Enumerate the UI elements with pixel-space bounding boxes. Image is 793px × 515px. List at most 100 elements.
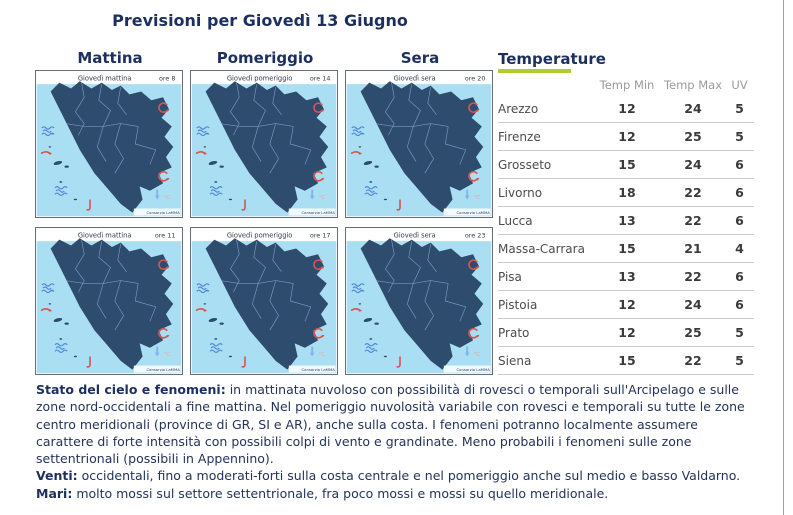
city-cell: Pisa <box>498 262 593 291</box>
temperature-title-underline <box>498 69 571 73</box>
forecast-wind-text: occidentali, fino a moderati-forti sulla… <box>81 468 741 484</box>
forecast-sky-label: Stato del cielo e fenomeni: <box>36 382 226 397</box>
city-cell: Grosseto <box>498 150 593 179</box>
uv-cell: 6 <box>725 290 754 319</box>
temperature-title: Temperature <box>498 50 606 68</box>
map-hour-label: ore 14 <box>310 75 331 83</box>
temp-max-cell: 25 <box>661 318 725 347</box>
forecast-text-block: Stato del cielo e fenomeni: in mattinata… <box>36 381 750 502</box>
column-header-mattina: Mattina <box>77 49 143 67</box>
map-credit: Consorzio LaMMA <box>457 210 491 215</box>
forecast-wind-paragraph: Venti: occidentali, fino a moderati-fort… <box>36 467 750 484</box>
temp-max-cell: 22 <box>661 178 725 207</box>
uv-cell: 6 <box>725 150 754 179</box>
uv-cell: 5 <box>725 346 754 375</box>
temp-min-cell: 13 <box>593 206 661 235</box>
temp-min-cell: 12 <box>593 122 661 151</box>
map-credit: Consorzio LaMMA <box>302 367 336 372</box>
temp-min-cell: 12 <box>593 318 661 347</box>
weather-map-svg: °C Consorzio LaMMA Giovedì sera ore 23 <box>346 228 492 374</box>
map-credit: Consorzio LaMMA <box>147 210 181 215</box>
map-hour-label: ore 23 <box>465 232 486 240</box>
celsius-label: °C <box>474 352 481 358</box>
city-cell: Livorno <box>498 178 593 207</box>
uv-cell: 6 <box>725 262 754 291</box>
weather-map-svg: °C Consorzio LaMMA Giovedì pomeriggio or… <box>191 71 337 217</box>
map-title: Giovedì mattina <box>78 232 132 240</box>
table-row: Livorno 18 22 6 <box>498 178 754 207</box>
celsius-label: °C <box>319 352 326 358</box>
page-right-divider <box>783 0 784 515</box>
uv-cell: 6 <box>725 178 754 207</box>
table-row: Massa-Carrara 15 21 4 <box>498 234 754 263</box>
city-cell: Arezzo <box>498 95 593 123</box>
map-hour-label: ore 8 <box>159 75 175 83</box>
temp-min-cell: 15 <box>593 150 661 179</box>
map-hour-label: ore 20 <box>465 75 486 83</box>
temp-max-cell: 22 <box>661 262 725 291</box>
temp-min-header: Temp Min <box>599 78 655 92</box>
table-row: Grosseto 15 24 6 <box>498 150 754 179</box>
temp-min-cell: 15 <box>593 346 661 375</box>
table-row: Firenze 12 25 5 <box>498 122 754 151</box>
forecast-sea-text: molto mossi sul settore settentrionale, … <box>76 485 609 501</box>
celsius-label: °C <box>164 352 171 358</box>
map-title: Giovedì pomeriggio <box>227 75 293 83</box>
temp-min-cell: 12 <box>593 290 661 319</box>
table-row: Lucca 13 22 6 <box>498 206 754 235</box>
weather-map-2: °C Consorzio LaMMA Giovedì pomeriggio or… <box>190 70 338 218</box>
table-row: Pisa 13 22 6 <box>498 262 754 291</box>
weather-map-3: °C Consorzio LaMMA Giovedì sera ore 20 <box>345 70 493 218</box>
forecast-sea-paragraph: Mari: molto mossi sul settore settentrio… <box>36 485 750 502</box>
uv-cell: 4 <box>725 234 754 263</box>
map-credit: Consorzio LaMMA <box>302 210 336 215</box>
map-title: Giovedì pomeriggio <box>227 232 293 240</box>
temp-max-cell: 22 <box>661 346 725 375</box>
map-title: Giovedì mattina <box>78 75 132 83</box>
celsius-label: °C <box>474 195 481 201</box>
temp-max-header: Temp Max <box>663 78 723 92</box>
temperature-section: Temperature Temp Min Temp Max UV Arezzo 1… <box>498 50 754 375</box>
temp-min-cell: 13 <box>593 262 661 291</box>
uv-cell: 5 <box>725 318 754 347</box>
weather-map-6: °C Consorzio LaMMA Giovedì sera ore 23 <box>345 227 493 375</box>
uv-cell: 5 <box>725 122 754 151</box>
table-row: Arezzo 12 24 5 <box>498 95 754 123</box>
temp-max-cell: 24 <box>661 150 725 179</box>
celsius-label: °C <box>319 195 326 201</box>
map-credit: Consorzio LaMMA <box>457 367 491 372</box>
map-title: Giovedì sera <box>394 232 436 240</box>
forecast-sky-paragraph: Stato del cielo e fenomeni: in mattinata… <box>36 381 750 467</box>
city-cell: Lucca <box>498 206 593 235</box>
temp-min-cell: 12 <box>593 95 661 123</box>
weather-map-svg: °C Consorzio LaMMA Giovedì mattina ore 1… <box>36 228 182 374</box>
column-header-sera: Sera <box>400 49 440 67</box>
map-title: Giovedì sera <box>394 75 436 83</box>
map-hour-label: ore 17 <box>310 232 331 240</box>
column-header-pomeriggio: Pomeriggio <box>216 49 314 67</box>
temp-min-cell: 18 <box>593 178 661 207</box>
table-row: Pistoia 12 24 6 <box>498 290 754 319</box>
temp-max-cell: 25 <box>661 122 725 151</box>
temp-min-cell: 15 <box>593 234 661 263</box>
uv-header: UV <box>731 78 748 92</box>
forecast-sky-text: in mattinata nuvoloso con possibilità di… <box>36 382 745 466</box>
uv-cell: 5 <box>725 95 754 123</box>
city-cell: Firenze <box>498 122 593 151</box>
temp-max-cell: 24 <box>661 95 725 123</box>
uv-cell: 6 <box>725 206 754 235</box>
weather-map-5: °C Consorzio LaMMA Giovedì pomeriggio or… <box>190 227 338 375</box>
table-row: Prato 12 25 5 <box>498 318 754 347</box>
weather-map-4: °C Consorzio LaMMA Giovedì mattina ore 1… <box>35 227 183 375</box>
weather-map-1: °C Consorzio LaMMA Giovedì mattina ore 8 <box>35 70 183 218</box>
temp-max-cell: 22 <box>661 206 725 235</box>
city-cell: Massa-Carrara <box>498 234 593 263</box>
map-credit: Consorzio LaMMA <box>147 367 181 372</box>
temperature-table-body: Arezzo 12 24 5 Firenze 12 25 5 Grosseto 15 24 6 Livo… <box>498 95 754 375</box>
city-cell: Siena <box>498 346 593 375</box>
weather-map-svg: °C Consorzio LaMMA Giovedì pomeriggio or… <box>191 228 337 374</box>
city-header <box>498 75 593 95</box>
celsius-label: °C <box>164 195 171 201</box>
page-title: Previsioni per Giovedì 13 Giugno <box>112 11 408 30</box>
forecast-sea-label: Mari: <box>36 485 73 501</box>
